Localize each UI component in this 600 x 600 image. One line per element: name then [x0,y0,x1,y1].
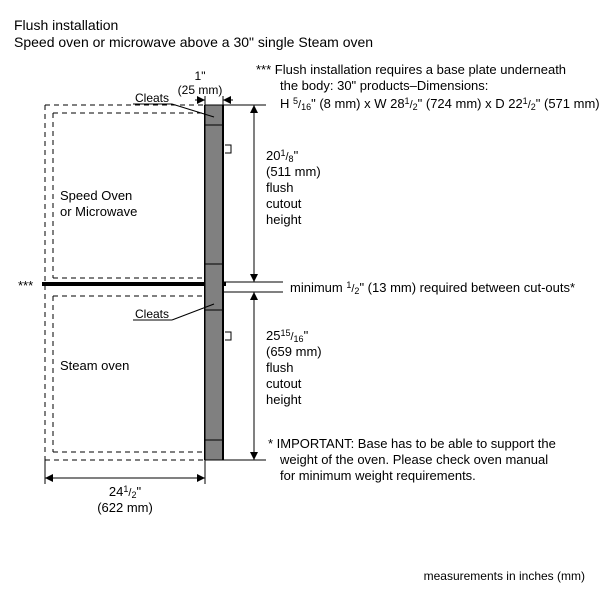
cleat-column [205,105,223,460]
lower-height: 2515/16" [266,328,309,344]
svg-text:the body: 30" products–Dimensi: the body: 30" products–Dimensions: [280,78,488,93]
gap-1in: 1" [195,69,206,83]
svg-text:flush: flush [266,180,293,195]
svg-text:(25 mm): (25 mm) [178,83,223,97]
cleat-label-mid: Cleats [135,307,169,321]
cleat-label-top: Cleats [135,91,169,105]
triple-star-left: *** [18,278,33,293]
top-box-label: Speed Oven [60,188,132,203]
gap-note: minimum 1/2" (13 mm) required between cu… [290,280,575,296]
svg-text:(511 mm): (511 mm) [266,164,321,179]
width-dim: 241/2" [109,484,142,500]
divider-bar [42,282,226,286]
svg-text:cutout: cutout [266,376,302,391]
svg-text:height: height [266,212,302,227]
title-line-2: Speed oven or microwave above a 30" sing… [14,34,373,50]
svg-text:weight of the oven. Please che: weight of the oven. Please check oven ma… [279,452,548,467]
svg-text:or Microwave: or Microwave [60,204,137,219]
note-baseplate: *** Flush installation requires a base p… [256,62,566,77]
footer-units: measurements in inches (mm) [424,569,585,583]
svg-text:(659 mm): (659 mm) [266,344,322,359]
important-note: * IMPORTANT: Base has to be able to supp… [268,436,556,451]
title-line-1: Flush installation [14,17,118,33]
svg-text:for minimum weight requirement: for minimum weight requirements. [280,468,476,483]
svg-text:(622 mm): (622 mm) [97,500,153,515]
bottom-box-label: Steam oven [60,358,129,373]
note-dims: H 5/16" (8 mm) x W 281/2" (724 mm) x D 2… [280,96,600,112]
svg-text:flush: flush [266,360,293,375]
svg-text:height: height [266,392,302,407]
upper-height: 201/8" [266,148,299,164]
svg-text:cutout: cutout [266,196,302,211]
